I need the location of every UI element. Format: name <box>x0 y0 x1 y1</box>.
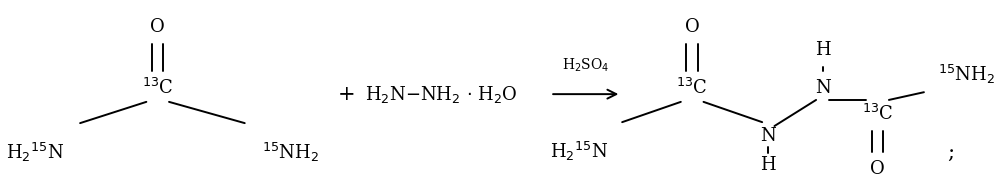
Text: H$_2$$^{15}$N: H$_2$$^{15}$N <box>550 140 608 163</box>
Text: $^{15}$NH$_2$: $^{15}$NH$_2$ <box>938 63 995 86</box>
Text: N: N <box>760 127 776 145</box>
Text: $^{13}$C: $^{13}$C <box>142 78 173 98</box>
Text: +: + <box>338 85 356 104</box>
Text: O: O <box>150 17 165 35</box>
Text: H$_2$SO$_4$: H$_2$SO$_4$ <box>562 56 609 74</box>
Text: $^{13}$C: $^{13}$C <box>676 78 708 98</box>
Text: H$_2$N$-$NH$_2$ $\cdot$ H$_2$O: H$_2$N$-$NH$_2$ $\cdot$ H$_2$O <box>365 84 518 105</box>
Text: O: O <box>685 17 700 35</box>
Text: $^{15}$NH$_2$: $^{15}$NH$_2$ <box>262 141 319 164</box>
Text: N: N <box>815 79 831 97</box>
Text: H: H <box>760 156 776 174</box>
Text: H: H <box>815 41 831 59</box>
Text: H$_2$$^{15}$N: H$_2$$^{15}$N <box>6 141 64 164</box>
Text: ;: ; <box>947 143 954 162</box>
Text: $^{13}$C: $^{13}$C <box>862 103 893 123</box>
Text: O: O <box>870 161 885 179</box>
